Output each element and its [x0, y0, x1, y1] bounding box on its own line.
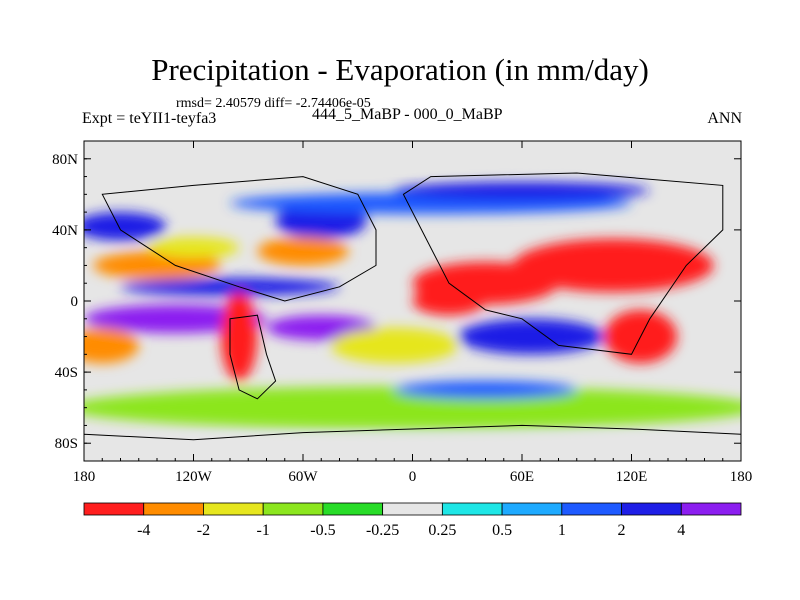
region-asia-subtropic-dry — [512, 238, 714, 293]
colorbar-label: -1 — [257, 522, 270, 539]
colorbar-swatch — [262, 502, 324, 516]
colorbar-label: -4 — [137, 522, 150, 539]
region-southern-ocean-blue — [394, 381, 577, 399]
colorbar-swatch — [561, 502, 622, 516]
y-tick-label: 0 — [71, 294, 79, 310]
colorbar-swatch — [680, 502, 742, 516]
colorbar-label: -0.5 — [310, 522, 335, 539]
coastline-southern-continent — [229, 314, 277, 400]
periods-label: 444_5_MaBP - 000_0_MaBP — [312, 106, 503, 123]
x-tick-label: 180 — [730, 469, 753, 485]
y-tick-label: 80S — [55, 436, 78, 452]
x-tick-label: 120W — [175, 469, 213, 485]
colorbar-swatch — [382, 502, 443, 516]
region-southern-ocean-green — [84, 386, 741, 429]
colorbar-swatch — [83, 502, 145, 516]
chart-title: Precipitation - Evaporation (in mm/day) — [151, 52, 649, 87]
region-south-america-dry — [220, 292, 258, 381]
colorbar-swatch — [441, 502, 503, 516]
region-south-atlantic-dry — [330, 327, 459, 364]
y-tick-label: 40N — [52, 223, 78, 239]
region-south-pacific-dry — [84, 327, 139, 364]
colorbar-swatch — [322, 502, 384, 516]
x-tick-label: 180 — [73, 469, 96, 485]
colorbar-label: 0.25 — [428, 522, 456, 539]
colorbar-label: -2 — [197, 522, 210, 539]
colorbar-label: 2 — [618, 522, 626, 539]
stats-text: rmsd= 2.40579 diff= -2.74406e-05 — [176, 96, 371, 111]
region-north-pacific-storm-track — [84, 212, 167, 241]
region-north-pacific-yellow — [147, 237, 240, 259]
region-equatorial-wet-band — [120, 277, 340, 296]
x-tick-label: 60W — [288, 469, 318, 485]
colorbar-swatch — [203, 502, 264, 516]
region-north-atlantic-subtropic-dry — [257, 237, 349, 266]
region-subarctic-wet-band — [394, 181, 650, 200]
colorbar-swatch — [143, 502, 204, 516]
experiment-label: Expt = teYII1-teyfa3 — [82, 110, 217, 127]
coastline-northern-continent — [101, 176, 377, 302]
region-antarctic-neutral — [84, 439, 741, 461]
season-label: ANN — [707, 110, 742, 127]
region-north-polar-neutral — [84, 141, 741, 163]
colorbar-swatch — [501, 502, 563, 516]
colorbar-label: 0.5 — [492, 522, 512, 539]
region-atlantic-equatorial-dry — [412, 286, 486, 316]
colorbar-label: 1 — [558, 522, 566, 539]
coastline-antarctica — [84, 424, 741, 461]
x-tick-label: 60E — [510, 469, 534, 485]
colorbar-swatch — [621, 502, 682, 516]
region-south-pacific-convergence — [84, 304, 267, 333]
x-tick-label: 120E — [616, 469, 648, 485]
coastline-eastern-continent — [402, 172, 724, 355]
region-north-pacific-subtropic-dry — [93, 251, 221, 280]
x-tick-label: 0 — [409, 469, 417, 485]
y-tick-label: 40S — [55, 365, 78, 381]
y-tick-label: 80N — [52, 152, 78, 168]
colorbar-label: 4 — [677, 522, 685, 539]
colorbar-label: -0.25 — [366, 522, 399, 539]
region-indian-ocean-wet — [458, 318, 605, 355]
